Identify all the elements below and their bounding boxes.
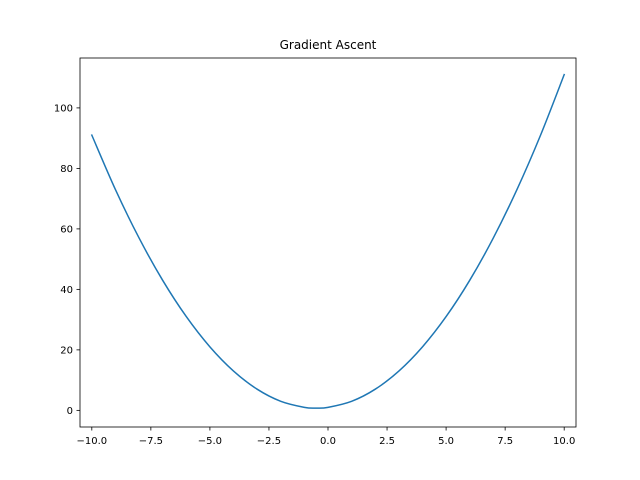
series-layer <box>90 73 566 409</box>
y-tick-label: 20 <box>60 345 73 356</box>
x-tick-label: 5.0 <box>438 436 454 447</box>
series-line <box>90 73 566 409</box>
x-axis: −10.0 −7.5 −5.0 −2.5 0.0 2.5 5.0 7.5 10.0 <box>76 427 575 447</box>
x-tick-label: −5.0 <box>198 436 222 447</box>
x-tick-label: −2.5 <box>257 436 281 447</box>
plot-frame <box>79 57 577 428</box>
y-tick-label: 60 <box>60 224 73 235</box>
x-tick-label: 2.5 <box>379 436 395 447</box>
y-axis: 0 20 40 60 80 100 <box>54 103 80 417</box>
y-tick-label: 100 <box>54 103 73 114</box>
x-tick-label: 0.0 <box>320 436 336 447</box>
y-tick-label: 40 <box>60 285 73 296</box>
x-tick-label: −10.0 <box>76 436 107 447</box>
y-tick-label: 0 <box>67 406 73 417</box>
x-tick-label: 7.5 <box>497 436 513 447</box>
chart-title: Gradient Ascent <box>280 38 377 52</box>
x-tick-label: −7.5 <box>139 436 163 447</box>
x-tick-label: 10.0 <box>553 436 575 447</box>
y-tick-label: 80 <box>60 164 73 175</box>
